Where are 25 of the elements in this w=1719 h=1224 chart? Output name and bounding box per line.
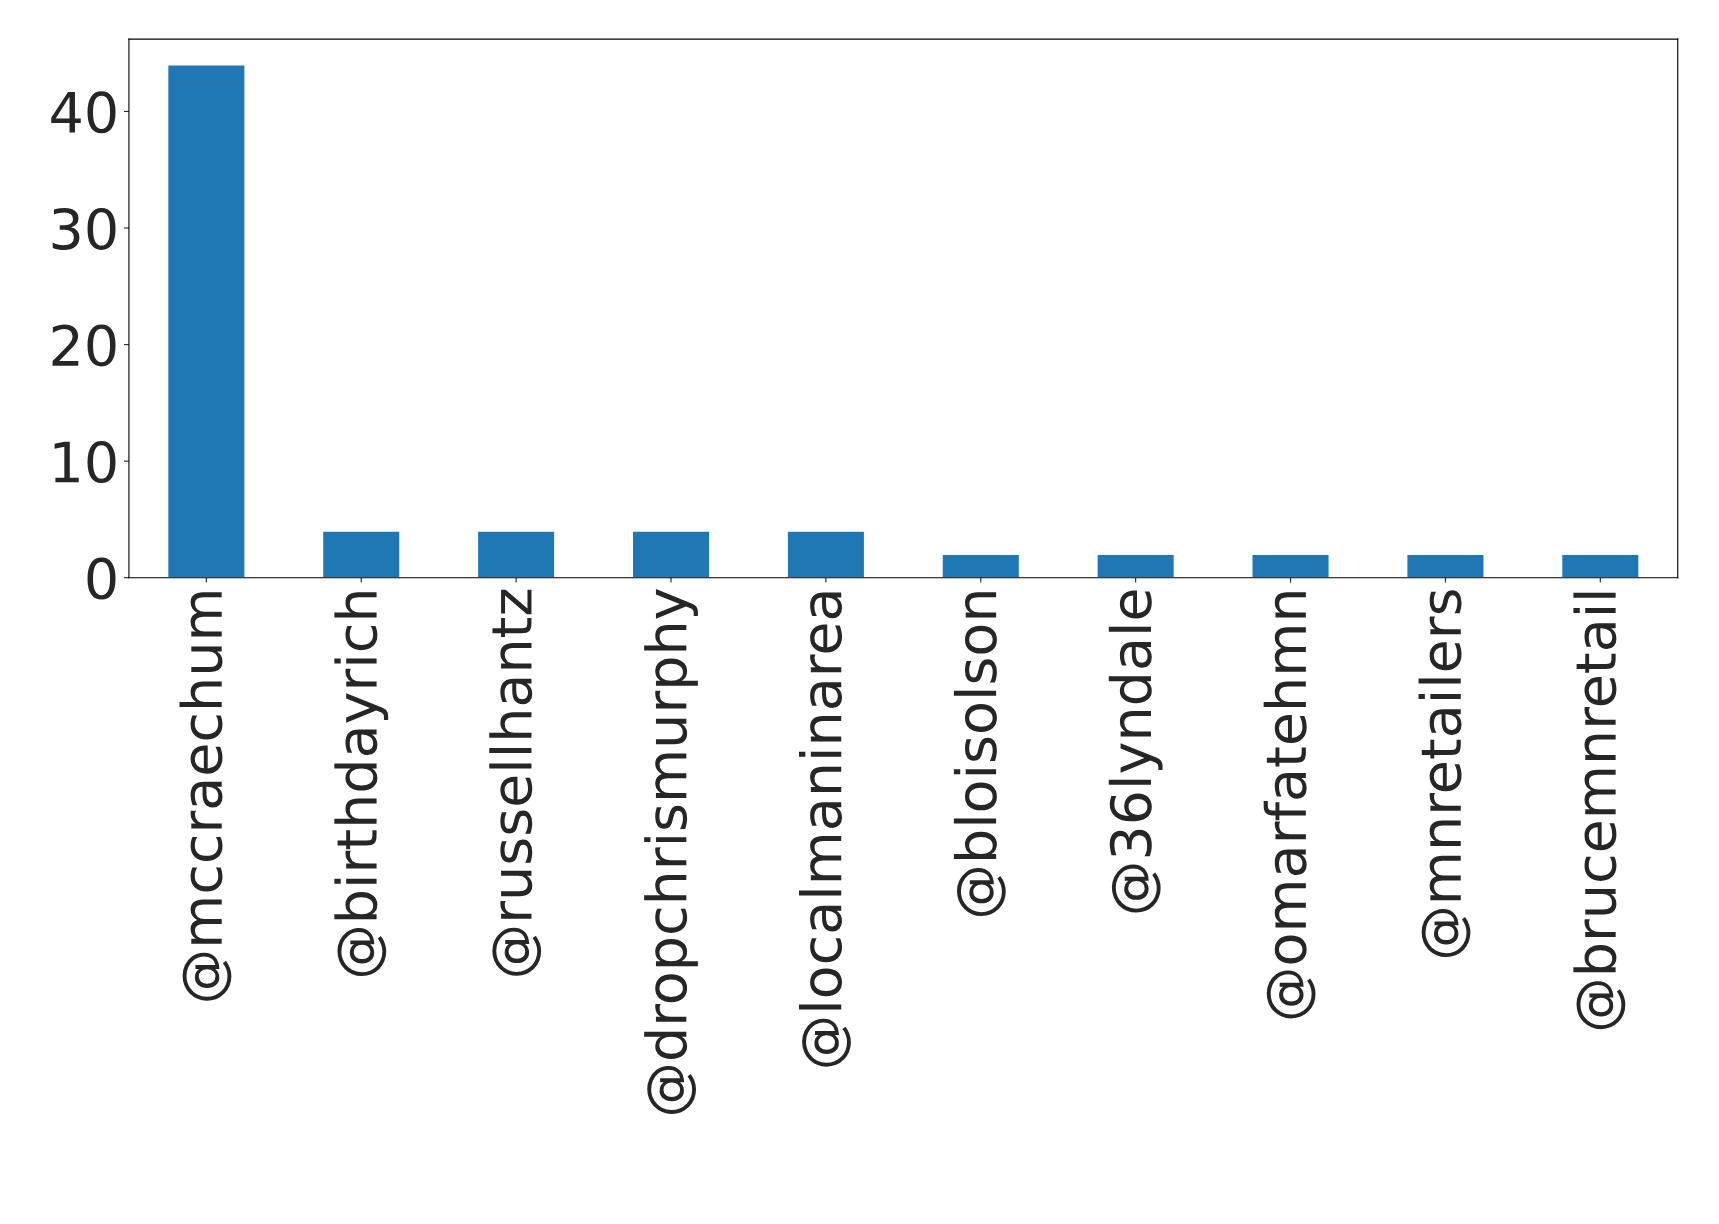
x-tick-label: @bloisolson [953, 592, 1006, 916]
x-tick-label: @localmaninarea [799, 592, 851, 1067]
x-tick-label: @omarfatehmn [1263, 592, 1316, 1019]
bar [1096, 553, 1176, 578]
bar [1560, 553, 1640, 578]
y-tick-label: 20 [52, 324, 116, 367]
bar [786, 530, 866, 578]
bar [476, 530, 556, 578]
y-tick-label: 10 [54, 441, 116, 484]
x-tick-label: @birthdayrich [334, 592, 389, 977]
bar [166, 64, 246, 578]
bar [321, 530, 401, 578]
x-tick-label: @russellhantz [489, 589, 542, 976]
y-tick-label: 40 [51, 91, 116, 134]
bar [941, 553, 1021, 578]
bar [631, 530, 711, 578]
x-tick-label: @36lyndale [1108, 590, 1163, 913]
x-tick-label: @mccraechum [179, 592, 232, 1001]
bar [1406, 553, 1485, 578]
y-tick-label: 30 [52, 207, 116, 250]
x-tick-label: @brucemnretail [1573, 592, 1626, 1030]
x-tick-label: @mnretailers [1418, 590, 1471, 958]
x-tick-label: @dropchrismurphy [644, 589, 698, 1114]
bar [1251, 553, 1330, 578]
y-tick-label: 0 [87, 557, 116, 600]
